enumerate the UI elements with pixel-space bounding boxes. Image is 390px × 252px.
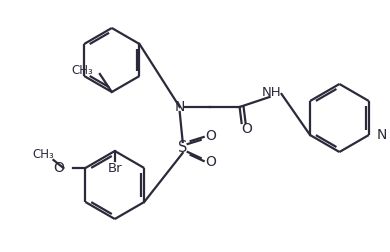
Text: O: O (241, 122, 252, 136)
Text: O: O (205, 129, 216, 143)
Text: O: O (205, 155, 216, 169)
Text: CH₃: CH₃ (33, 147, 54, 161)
Text: N: N (377, 128, 387, 142)
Text: CH₃: CH₃ (71, 64, 93, 77)
Text: Br: Br (108, 163, 122, 175)
Text: NH: NH (262, 85, 281, 99)
Text: N: N (174, 100, 185, 114)
Text: S: S (178, 141, 187, 155)
Text: O: O (53, 161, 64, 175)
